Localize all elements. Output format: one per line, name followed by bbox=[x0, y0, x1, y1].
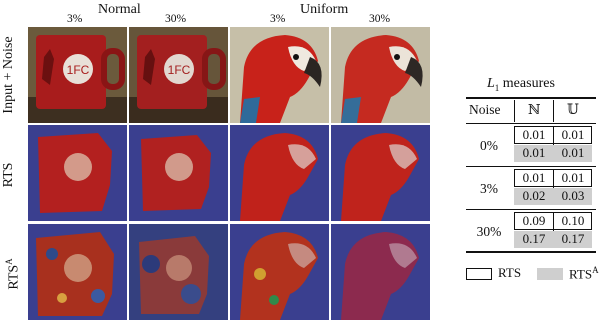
table-top-rule bbox=[466, 97, 596, 99]
table-cell-rts-u-1: 0.01 bbox=[561, 170, 585, 185]
group-label-uniform: Uniform bbox=[300, 2, 349, 17]
group-label-normal: Normal bbox=[98, 2, 141, 17]
image-rts-uniform-30 bbox=[331, 125, 430, 221]
image-rts-normal-3 bbox=[28, 125, 127, 221]
table-bottom-rule bbox=[466, 251, 596, 253]
table-noise-1: 3% bbox=[480, 181, 498, 196]
table-cell-rts-n-0: 0.01 bbox=[522, 127, 546, 142]
image-rts-normal-30 bbox=[129, 125, 228, 221]
table-header-rule bbox=[466, 123, 596, 124]
legend-rtsa-text: RTS bbox=[569, 266, 593, 282]
svg-text:1FC: 1FC bbox=[67, 63, 90, 77]
table-vline-0 bbox=[553, 126, 554, 162]
legend-rtsa-sup: A bbox=[592, 265, 599, 275]
image-input-uniform-30 bbox=[331, 27, 430, 123]
table-cell-rtsa-n-0: 0.01 bbox=[522, 145, 546, 160]
table-header-vline-2 bbox=[553, 100, 554, 122]
table-title-script: L bbox=[487, 76, 495, 91]
table-cell-rtsa-n-2: 0.17 bbox=[522, 231, 546, 246]
image-rtsa-normal-3 bbox=[28, 224, 127, 320]
image-rtsa-uniform-30 bbox=[331, 224, 430, 320]
table-header-u: 𝕌 bbox=[567, 102, 579, 117]
table-rtsa-shade-2 bbox=[514, 231, 592, 248]
col-label-uniform-30: 30% bbox=[369, 13, 391, 25]
row-label-rtsa: RTSA bbox=[0, 219, 22, 329]
table-header-vline-1 bbox=[514, 100, 515, 122]
col-label-uniform-3: 3% bbox=[270, 13, 286, 25]
table-cell-rts-n-1: 0.01 bbox=[522, 170, 546, 185]
table-rtsa-shade-0 bbox=[514, 145, 592, 162]
table-noise-0: 0% bbox=[480, 138, 498, 153]
row-label-rtsa-sup: A bbox=[4, 258, 14, 265]
table-vline-2 bbox=[553, 212, 554, 248]
table-header-noise: Noise bbox=[469, 102, 501, 117]
image-rtsa-uniform-3 bbox=[230, 224, 329, 320]
table-noise-2: 30% bbox=[476, 224, 502, 239]
image-rts-uniform-3 bbox=[230, 125, 329, 221]
image-input-uniform-3 bbox=[230, 27, 329, 123]
legend-rts-swatch bbox=[466, 268, 492, 280]
image-input-normal-3: 1FC bbox=[28, 27, 127, 123]
legend-rts-label: RTS bbox=[498, 265, 522, 280]
table-rule-0 bbox=[466, 166, 596, 167]
table-cell-rtsa-u-0: 0.01 bbox=[561, 145, 585, 160]
image-rtsa-normal-30 bbox=[129, 224, 228, 320]
legend-rtsa-label: RTSA bbox=[569, 265, 599, 282]
col-label-normal-30: 30% bbox=[165, 13, 187, 25]
table-cell-rtsa-u-2: 0.17 bbox=[561, 231, 585, 246]
table-vline-1 bbox=[553, 169, 554, 205]
col-label-normal-3: 3% bbox=[67, 13, 83, 25]
image-input-normal-30: 1FC bbox=[129, 27, 228, 123]
table-cell-rtsa-n-1: 0.02 bbox=[522, 188, 546, 203]
table-title: L1 measures bbox=[487, 76, 555, 93]
table-cell-rtsa-u-1: 0.03 bbox=[561, 188, 585, 203]
table-rule-1 bbox=[466, 209, 596, 210]
table-header-n: ℕ bbox=[528, 102, 541, 117]
table-title-sub: 1 bbox=[494, 82, 500, 93]
table-cell-rts-u-2: 0.10 bbox=[561, 213, 585, 228]
legend-rtsa-swatch bbox=[537, 268, 563, 280]
table-cell-rts-u-0: 0.01 bbox=[561, 127, 585, 142]
row-label-rtsa-text: RTS bbox=[6, 264, 22, 290]
table-rtsa-shade-1 bbox=[514, 188, 592, 205]
row-label-input-noise: Input + Noise bbox=[1, 36, 16, 114]
row-label-rts: RTS bbox=[1, 162, 16, 188]
table-title-text: measures bbox=[499, 76, 555, 91]
table-cell-rts-n-2: 0.09 bbox=[522, 213, 546, 228]
svg-text:1FC: 1FC bbox=[168, 63, 191, 77]
